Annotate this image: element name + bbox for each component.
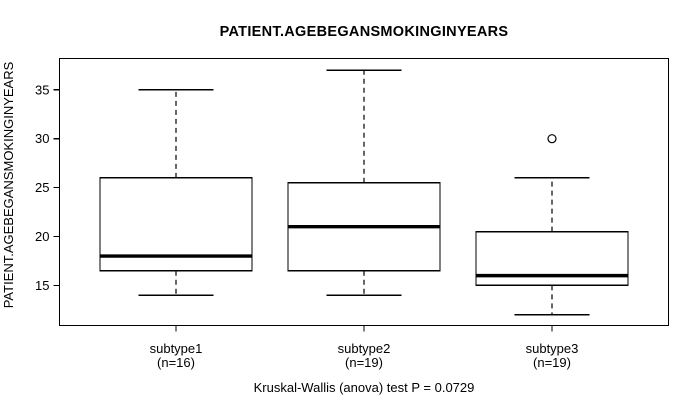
y-tick-label: 30 xyxy=(35,131,49,146)
y-tick-label: 20 xyxy=(35,229,49,244)
y-tick-label: 15 xyxy=(35,278,49,293)
x-tick-sublabel: (n=19) xyxy=(533,355,571,370)
outlier-point xyxy=(547,134,557,144)
chart-title: PATIENT.AGEBEGANSMOKINGINYEARS xyxy=(220,24,509,40)
x-tick-sublabel: (n=16) xyxy=(157,355,195,370)
y-tick-label: 25 xyxy=(35,180,49,195)
kruskal-wallis-caption: Kruskal-Wallis (anova) test P = 0.0729 xyxy=(254,380,475,395)
x-tick-label: subtype2 xyxy=(338,341,391,356)
y-tick-label: 35 xyxy=(35,82,49,97)
plot-area: 1520253035subtype1(n=16)subtype2(n=19)su… xyxy=(35,57,670,370)
x-tick-sublabel: (n=19) xyxy=(345,355,383,370)
iqr-box xyxy=(475,230,629,287)
x-tick-label: subtype1 xyxy=(150,341,203,356)
y-axis-label: PATIENT.AGEBEGANSMOKINGINYEARS xyxy=(1,61,16,308)
x-tick-label: subtype3 xyxy=(526,341,579,356)
